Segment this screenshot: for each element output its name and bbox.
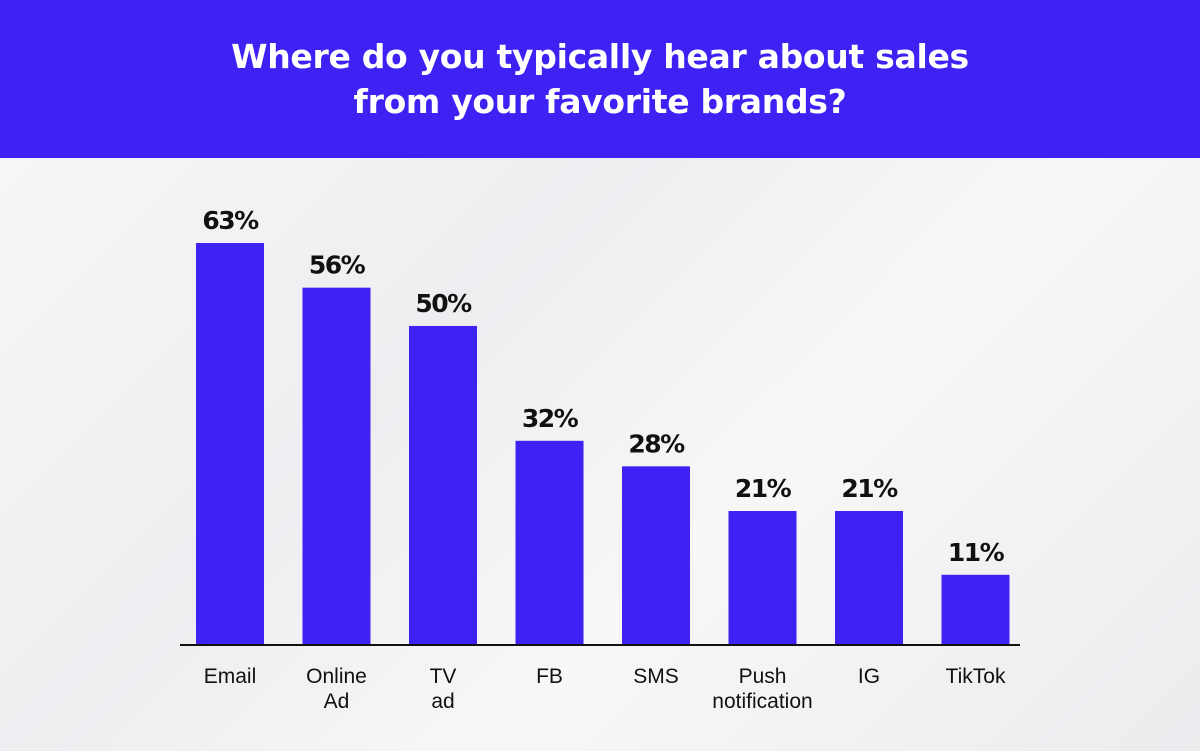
data-label: 21% [735,474,792,503]
chart-title-line-1: Where do you typically hear about sales [231,37,969,76]
data-label: 28% [628,429,685,458]
x-tick-label-line: IG [858,665,880,688]
x-tick-label-line: notification [712,690,812,713]
data-label: 21% [841,474,898,503]
x-tick-label: FB [536,665,563,688]
bar [515,440,584,645]
x-tick-label-line: TikTok [946,665,1006,688]
data-label: 56% [309,251,366,280]
x-tick-label: SMS [633,665,679,688]
x-tick-label-line: ad [431,690,454,713]
x-tick-label-line: TV [430,665,457,688]
x-tick-label-line: SMS [633,665,679,688]
chart-header: Where do you typically hear about sales … [0,0,1200,158]
x-tick-label-line: Online [306,665,367,688]
x-tick-label-line: FB [536,665,563,688]
data-label: 63% [202,206,259,235]
x-tick-label: TikTok [946,665,1006,688]
x-tick-label: Email [204,665,257,688]
x-tick-label: Push notification [712,665,812,713]
bar [728,511,797,645]
bar [835,511,903,645]
x-tick-label-line: Email [204,665,257,688]
data-label: 50% [415,289,472,318]
x-tick-label: IG [858,665,880,688]
data-label: 32% [522,404,579,433]
bar [196,243,264,645]
x-tick-label-line: Ad [324,690,350,713]
bar [409,325,477,645]
bar [622,466,690,645]
x-tick-label-line: Push [739,665,787,688]
chart-title-line-2: from your favorite brands? [353,82,847,121]
data-label: 11% [948,538,1005,567]
bar [302,287,371,645]
bar [941,574,1010,645]
x-tick-label: TV ad [430,665,457,713]
x-tick-label: Online Ad [306,665,367,713]
